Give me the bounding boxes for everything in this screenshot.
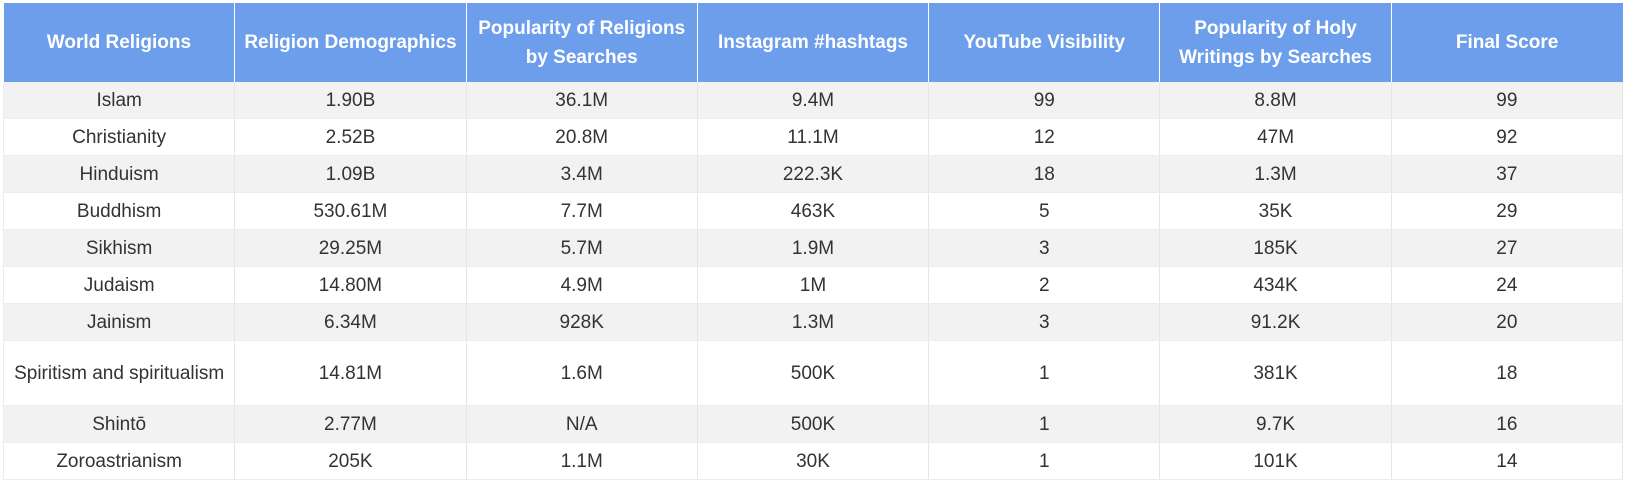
final-score-cell: 16: [1391, 405, 1624, 443]
demographics-cell: 29.25M: [234, 229, 467, 267]
table-row: Judaism 14.80M 4.9M 1M 2 434K 24: [2, 266, 1624, 304]
holy-writings-cell: 185K: [1159, 229, 1392, 267]
final-score-cell: 27: [1391, 229, 1624, 267]
search-popularity-cell: 4.9M: [466, 266, 698, 304]
holy-writings-cell: 101K: [1159, 442, 1392, 480]
demographics-cell: 2.77M: [234, 405, 467, 443]
table-row: Shintō 2.77M N/A 500K 1 9.7K 16: [2, 405, 1624, 443]
hashtags-cell: 463K: [697, 192, 930, 230]
religion-name-cell: Zoroastrianism: [2, 442, 236, 480]
search-popularity-cell: 5.7M: [466, 229, 698, 267]
demographics-cell: 14.81M: [234, 340, 467, 406]
header-instagram-hashtags: Instagram #hashtags: [697, 3, 930, 82]
holy-writings-cell: 91.2K: [1159, 303, 1392, 341]
holy-writings-cell: 47M: [1159, 118, 1392, 156]
holy-writings-cell: 434K: [1159, 266, 1392, 304]
youtube-visibility-cell: 3: [928, 303, 1161, 341]
youtube-visibility-cell: 1: [928, 405, 1161, 443]
final-score-cell: 18: [1391, 340, 1624, 406]
demographics-cell: 205K: [234, 442, 467, 480]
header-row: World Religions Religion Demographics Po…: [3, 3, 1623, 82]
final-score-cell: 24: [1391, 266, 1624, 304]
header-world-religions: World Religions: [3, 3, 236, 82]
youtube-visibility-cell: 99: [928, 82, 1161, 119]
holy-writings-cell: 9.7K: [1159, 405, 1392, 443]
youtube-visibility-cell: 3: [928, 229, 1161, 267]
header-final-score: Final Score: [1391, 3, 1623, 82]
religion-name-cell: Islam: [2, 82, 236, 119]
final-score-cell: 37: [1391, 155, 1624, 193]
hashtags-cell: 30K: [697, 442, 930, 480]
table-body: Islam 1.90B 36.1M 9.4M 99 8.8M 99 Christianity 2…: [2, 82, 1624, 480]
religion-name-cell: Buddhism: [2, 192, 236, 230]
table-row: Hinduism 1.09B 3.4M 222.3K 18 1.3M 37: [2, 155, 1624, 193]
demographics-cell: 1.90B: [234, 82, 467, 119]
hashtags-cell: 9.4M: [697, 82, 930, 119]
header-popularity-by-searches: Popularity of Religions by Searches: [466, 3, 698, 82]
religion-name-cell: Sikhism: [2, 229, 236, 267]
demographics-cell: 6.34M: [234, 303, 467, 341]
demographics-cell: 14.80M: [234, 266, 467, 304]
header-religion-demographics: Religion Demographics: [234, 3, 467, 82]
search-popularity-cell: 7.7M: [466, 192, 698, 230]
religion-name-cell: Christianity: [2, 118, 236, 156]
religions-table: World Religions Religion Demographics Po…: [2, 3, 1624, 480]
final-score-cell: 92: [1391, 118, 1624, 156]
table-row: Jainism 6.34M 928K 1.3M 3 91.2K 20: [2, 303, 1624, 341]
holy-writings-cell: 8.8M: [1159, 82, 1392, 119]
youtube-visibility-cell: 12: [928, 118, 1161, 156]
holy-writings-cell: 381K: [1159, 340, 1392, 406]
search-popularity-cell: 1.1M: [466, 442, 698, 480]
final-score-cell: 29: [1391, 192, 1624, 230]
header-youtube-visibility: YouTube Visibility: [928, 3, 1161, 82]
demographics-cell: 2.52B: [234, 118, 467, 156]
table-header: World Religions Religion Demographics Po…: [3, 3, 1623, 82]
holy-writings-cell: 1.3M: [1159, 155, 1392, 193]
search-popularity-cell: 3.4M: [466, 155, 698, 193]
final-score-cell: 99: [1391, 82, 1624, 119]
demographics-cell: 530.61M: [234, 192, 467, 230]
header-holy-writings-searches: Popularity of Holy Writings by Searches: [1159, 3, 1392, 82]
final-score-cell: 20: [1391, 303, 1624, 341]
youtube-visibility-cell: 2: [928, 266, 1161, 304]
youtube-visibility-cell: 1: [928, 340, 1161, 406]
religion-name-cell: Spiritism and spiritualism: [2, 340, 236, 406]
hashtags-cell: 1.9M: [697, 229, 930, 267]
search-popularity-cell: 928K: [466, 303, 698, 341]
table-row: Spiritism and spiritualism 14.81M 1.6M 500K…: [2, 340, 1624, 406]
table-row: Sikhism 29.25M 5.7M 1.9M 3 185K 27: [2, 229, 1624, 267]
search-popularity-cell: 20.8M: [466, 118, 698, 156]
hashtags-cell: 11.1M: [697, 118, 930, 156]
hashtags-cell: 500K: [697, 340, 930, 406]
religion-name-cell: Hinduism: [2, 155, 236, 193]
hashtags-cell: 1.3M: [697, 303, 930, 341]
hashtags-cell: 500K: [697, 405, 930, 443]
religion-name-cell: Shintō: [2, 405, 236, 443]
religion-name-cell: Judaism: [2, 266, 236, 304]
table-row: Islam 1.90B 36.1M 9.4M 99 8.8M 99: [2, 82, 1624, 119]
hashtags-cell: 222.3K: [697, 155, 930, 193]
religion-name-cell: Jainism: [2, 303, 236, 341]
search-popularity-cell: N/A: [466, 405, 698, 443]
final-score-cell: 14: [1391, 442, 1624, 480]
table-row: Christianity 2.52B 20.8M 11.1M 12 47M 92: [2, 118, 1624, 156]
youtube-visibility-cell: 1: [928, 442, 1161, 480]
youtube-visibility-cell: 5: [928, 192, 1161, 230]
table-row: Zoroastrianism 205K 1.1M 30K 1 101K 14: [2, 442, 1624, 480]
search-popularity-cell: 36.1M: [466, 82, 698, 119]
holy-writings-cell: 35K: [1159, 192, 1392, 230]
search-popularity-cell: 1.6M: [466, 340, 698, 406]
hashtags-cell: 1M: [697, 266, 930, 304]
youtube-visibility-cell: 18: [928, 155, 1161, 193]
demographics-cell: 1.09B: [234, 155, 467, 193]
religions-table-container: World Religions Religion Demographics Po…: [2, 3, 1624, 480]
table-row: Buddhism 530.61M 7.7M 463K 5 35K 29: [2, 192, 1624, 230]
